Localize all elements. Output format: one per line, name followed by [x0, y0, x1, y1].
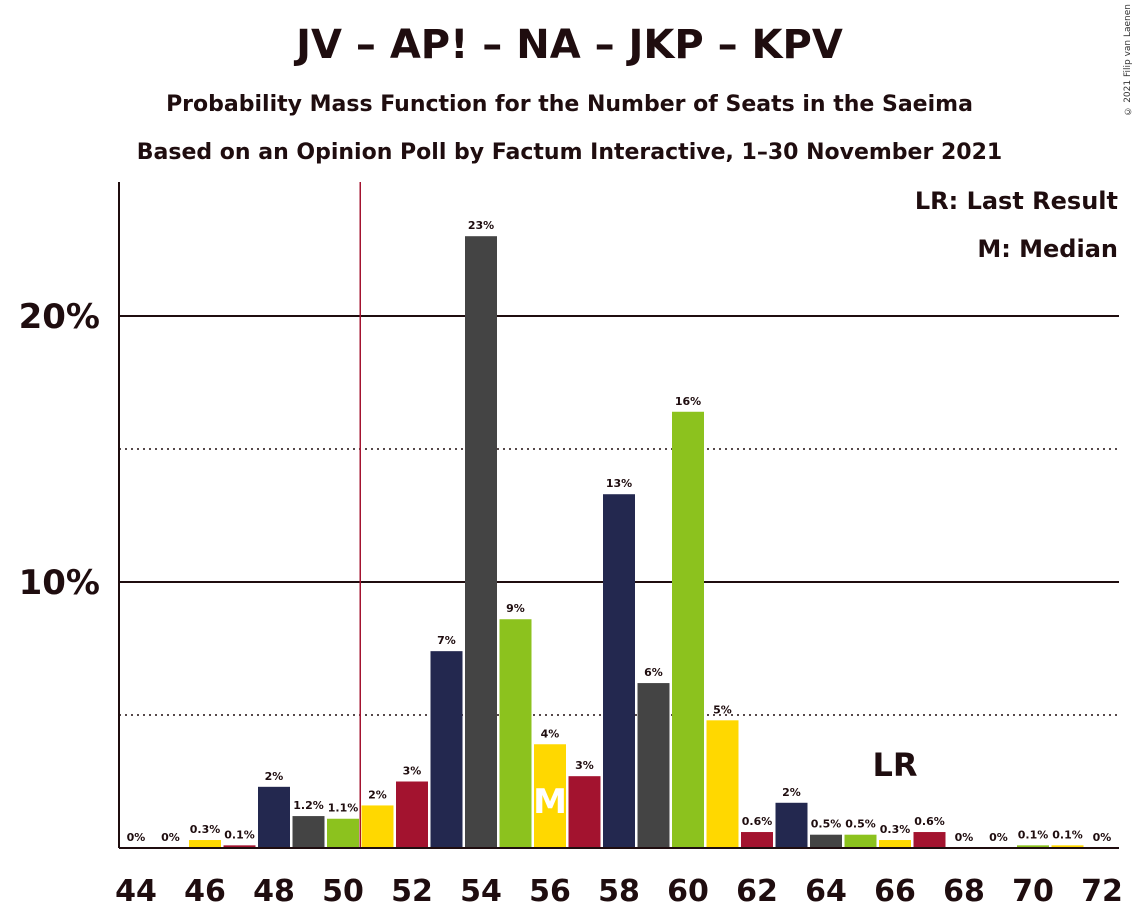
bar-label-seats-53: 7%: [437, 634, 456, 647]
legend-median: M: Median: [977, 235, 1118, 263]
bar-seats-47: [223, 845, 256, 848]
bar-label-seats-44: 0%: [127, 831, 146, 844]
bar-seats-63: [775, 802, 808, 848]
bar-label-seats-72: 0%: [1093, 831, 1112, 844]
axes: 10% 20% 44 46 48 50 52 54 56 58 60 62 64 66 68 70 72: [19, 182, 1123, 909]
x-tick-label: 46: [184, 874, 226, 909]
bar-label-seats-59: 6%: [644, 666, 663, 679]
bars: [189, 236, 1084, 848]
bar-seats-54: [465, 236, 497, 848]
bar-label-seats-64: 0.5%: [811, 818, 842, 831]
bar-seats-62: [741, 832, 773, 848]
bar-seats-70: [1017, 845, 1049, 848]
x-tick-label: 50: [322, 874, 364, 909]
bar-seats-53: [430, 651, 463, 848]
bar-seats-64: [810, 834, 842, 848]
bar-label-seats-57: 3%: [575, 759, 594, 772]
bar-label-seats-71: 0.1%: [1052, 828, 1083, 841]
x-tick-label: 66: [874, 874, 916, 909]
x-tick-label: 68: [943, 874, 985, 909]
bar-seats-59: [637, 683, 670, 848]
bar-label-seats-49: 1.2%: [293, 799, 324, 812]
bar-label-seats-60: 16%: [675, 395, 701, 408]
bar-label-seats-63: 2%: [782, 786, 801, 799]
bar-seats-52: [396, 781, 428, 848]
bar-seats-50: [327, 818, 359, 848]
x-tick-label: 60: [667, 874, 709, 909]
bar-label-seats-54: 23%: [468, 219, 494, 232]
x-tick-label: 52: [391, 874, 433, 909]
x-tick-label: 44: [115, 874, 157, 909]
bar-label-seats-56: 4%: [541, 727, 560, 740]
bar-label-seats-46: 0.3%: [190, 823, 221, 836]
bar-seats-51: [361, 805, 394, 848]
bar-label-seats-52: 3%: [403, 765, 422, 778]
median-marker: M: [533, 782, 567, 822]
bar-seats-49: [292, 816, 325, 848]
bar-seats-65: [844, 834, 877, 848]
bar-label-seats-48: 2%: [265, 770, 284, 783]
y-tick-label: 20%: [19, 297, 100, 337]
bar-label-seats-69: 0%: [989, 831, 1008, 844]
bar-seats-48: [258, 786, 290, 848]
bar-seats-58: [603, 494, 635, 848]
bar-label-seats-67: 0.6%: [914, 815, 945, 828]
y-tick-label: 10%: [19, 563, 100, 603]
chart-subtitle-poll: Based on an Opinion Poll by Factum Inter…: [136, 140, 1003, 165]
bar-seats-56: [534, 744, 566, 848]
x-tick-label: 64: [805, 874, 847, 909]
bar-label-seats-62: 0.6%: [742, 815, 773, 828]
bar-value-labels: 0% 0%0.3% 0.1%2%1.2% 1.1%2%3%7%23%9%4%3%13%…: [127, 219, 1112, 844]
x-tick-label: 72: [1081, 874, 1123, 909]
bar-label-seats-51: 2%: [368, 788, 387, 801]
x-tick-label: 56: [529, 874, 571, 909]
bar-label-seats-50: 1.1%: [328, 802, 359, 815]
bar-label-seats-68: 0%: [955, 831, 974, 844]
x-tick-label: 48: [253, 874, 295, 909]
last-result-marker: LR: [872, 746, 917, 784]
bar-label-seats-61: 5%: [713, 703, 732, 716]
bar-seats-55: [499, 619, 532, 848]
chart-title: JV – AP! – NA – JKP – KPV: [296, 22, 843, 68]
bar-seats-57: [568, 776, 601, 848]
bar-label-seats-45: 0%: [161, 831, 180, 844]
bar-seats-46: [189, 840, 221, 848]
bar-label-seats-70: 0.1%: [1018, 828, 1049, 841]
bar-label-seats-66: 0.3%: [880, 823, 911, 836]
bar-seats-67: [913, 832, 946, 848]
x-tick-label: 54: [460, 874, 502, 909]
bar-seats-61: [706, 720, 739, 848]
bar-seats-71: [1051, 845, 1084, 848]
x-tick-label: 62: [736, 874, 778, 909]
chart-subtitle-method: Probability Mass Function for the Number…: [166, 92, 973, 117]
bar-seats-66: [879, 840, 911, 848]
bar-label-seats-47: 0.1%: [224, 828, 255, 841]
x-tick-label: 58: [598, 874, 640, 909]
bar-label-seats-55: 9%: [506, 602, 525, 615]
bar-label-seats-65: 0.5%: [845, 818, 876, 831]
x-tick-label: 70: [1012, 874, 1054, 909]
bar-seats-60: [672, 411, 704, 848]
bar-label-seats-58: 13%: [606, 477, 632, 490]
legend-last-result: LR: Last Result: [915, 187, 1118, 215]
